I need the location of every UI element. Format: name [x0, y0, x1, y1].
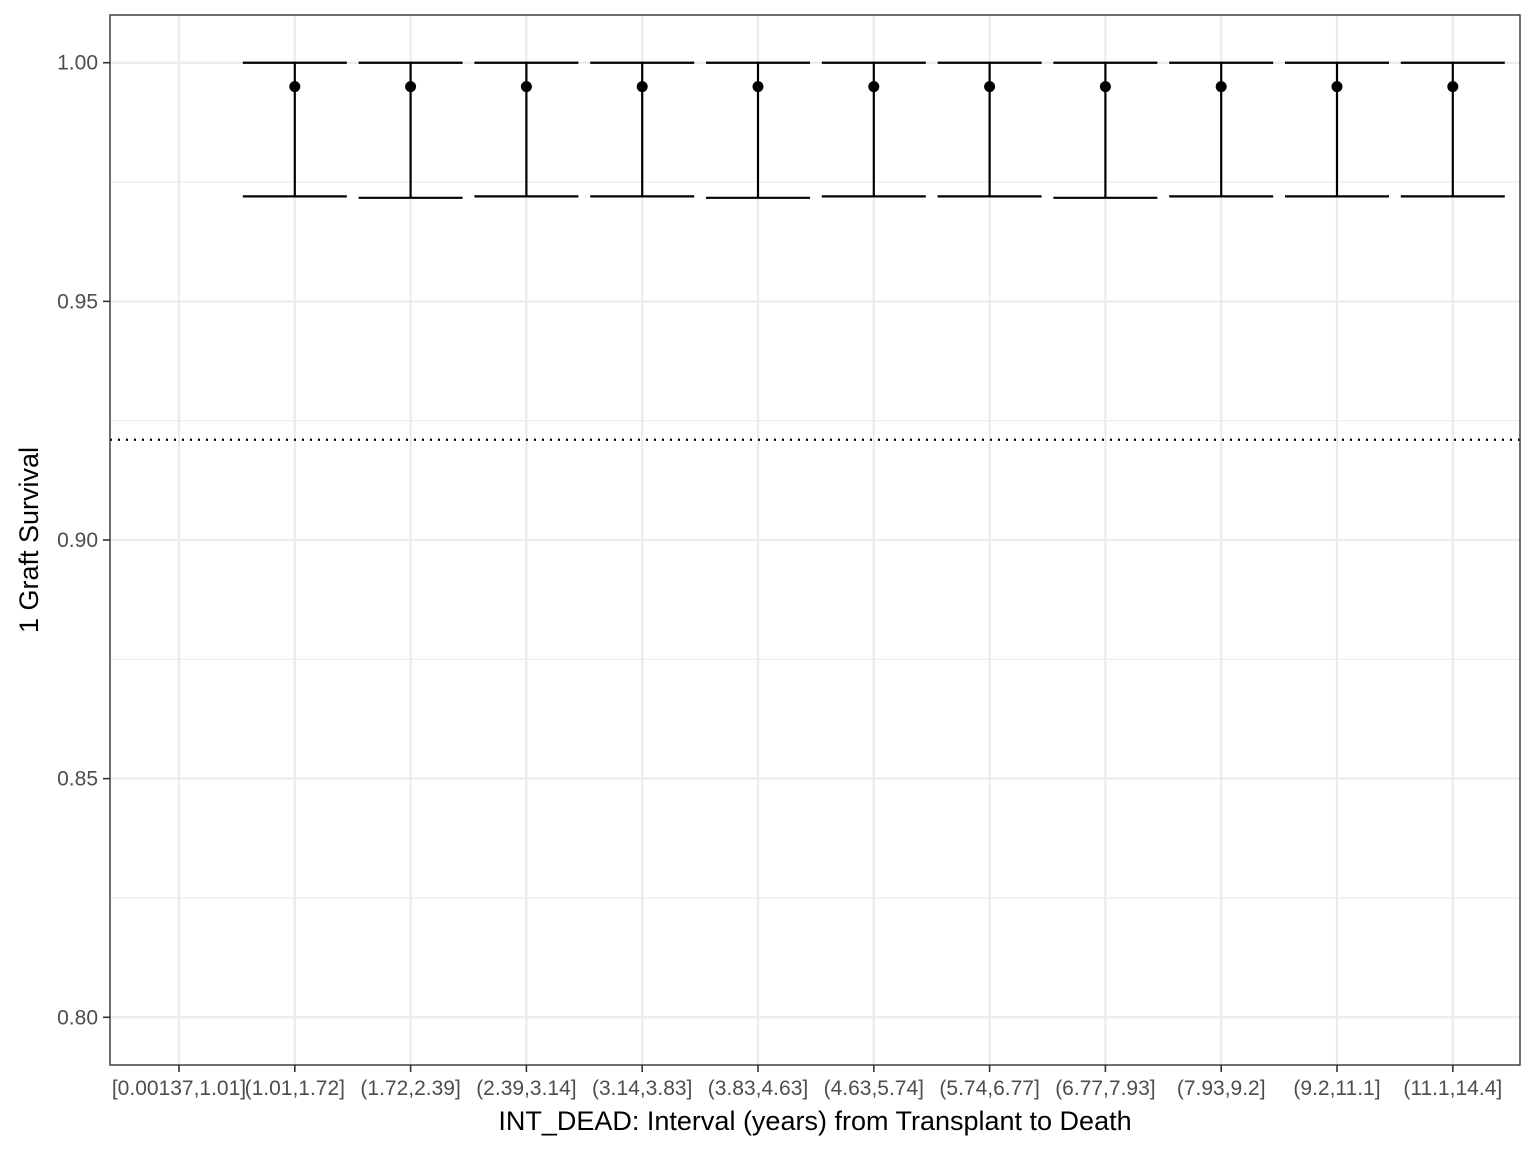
y-tick-label: 0.80	[57, 1006, 98, 1029]
data-point	[405, 81, 417, 93]
error-bars	[242, 61, 1505, 199]
x-tick-label: (2.39,3.14]	[476, 1077, 576, 1100]
x-tick-label: (5.74,6.77]	[939, 1077, 1039, 1100]
data-point	[868, 81, 880, 93]
data-point	[520, 81, 532, 93]
data-point	[1331, 81, 1343, 93]
x-axis: [0.00137,1.01](1.01,1.72] (1.72,2.39] (2.3…	[112, 1065, 1502, 1100]
data-point	[289, 81, 301, 93]
x-tick-label: [0.00137,1.01]	[112, 1077, 246, 1100]
x-tick-label: (9.2,11.1]	[1293, 1077, 1380, 1100]
x-tick-label: (1.01,1.72]	[245, 1077, 345, 1100]
y-tick-label: 0.90	[57, 529, 98, 552]
x-tick-label: (7.93,9.2]	[1177, 1077, 1266, 1100]
data-point	[636, 81, 648, 93]
data-point	[984, 81, 996, 93]
x-tick-label: (6.77,7.93]	[1055, 1077, 1155, 1100]
y-axis-title: 1 Graft Survival	[14, 447, 44, 633]
x-axis-title: INT_DEAD: Interval (years) from Transpla…	[498, 1106, 1131, 1136]
data-point	[1215, 81, 1227, 93]
y-axis: 0.80 0.85 0.90 0.95 1.00	[57, 52, 110, 1029]
data-point	[1099, 81, 1111, 93]
x-tick-label: (4.63,5.74]	[824, 1077, 924, 1100]
y-tick-label: 0.95	[57, 290, 98, 313]
x-tick-label: (11.1,14.4]	[1403, 1077, 1502, 1100]
data-point	[1447, 81, 1459, 93]
y-tick-label: 0.85	[57, 768, 98, 791]
y-tick-label: 1.00	[57, 52, 98, 75]
grid	[110, 15, 1520, 1065]
x-tick-label: (3.83,4.63]	[708, 1077, 808, 1100]
x-tick-label: (3.14,3.83]	[592, 1077, 692, 1100]
x-tick-label: (1.72,2.39]	[360, 1077, 460, 1100]
data-point	[752, 81, 764, 93]
